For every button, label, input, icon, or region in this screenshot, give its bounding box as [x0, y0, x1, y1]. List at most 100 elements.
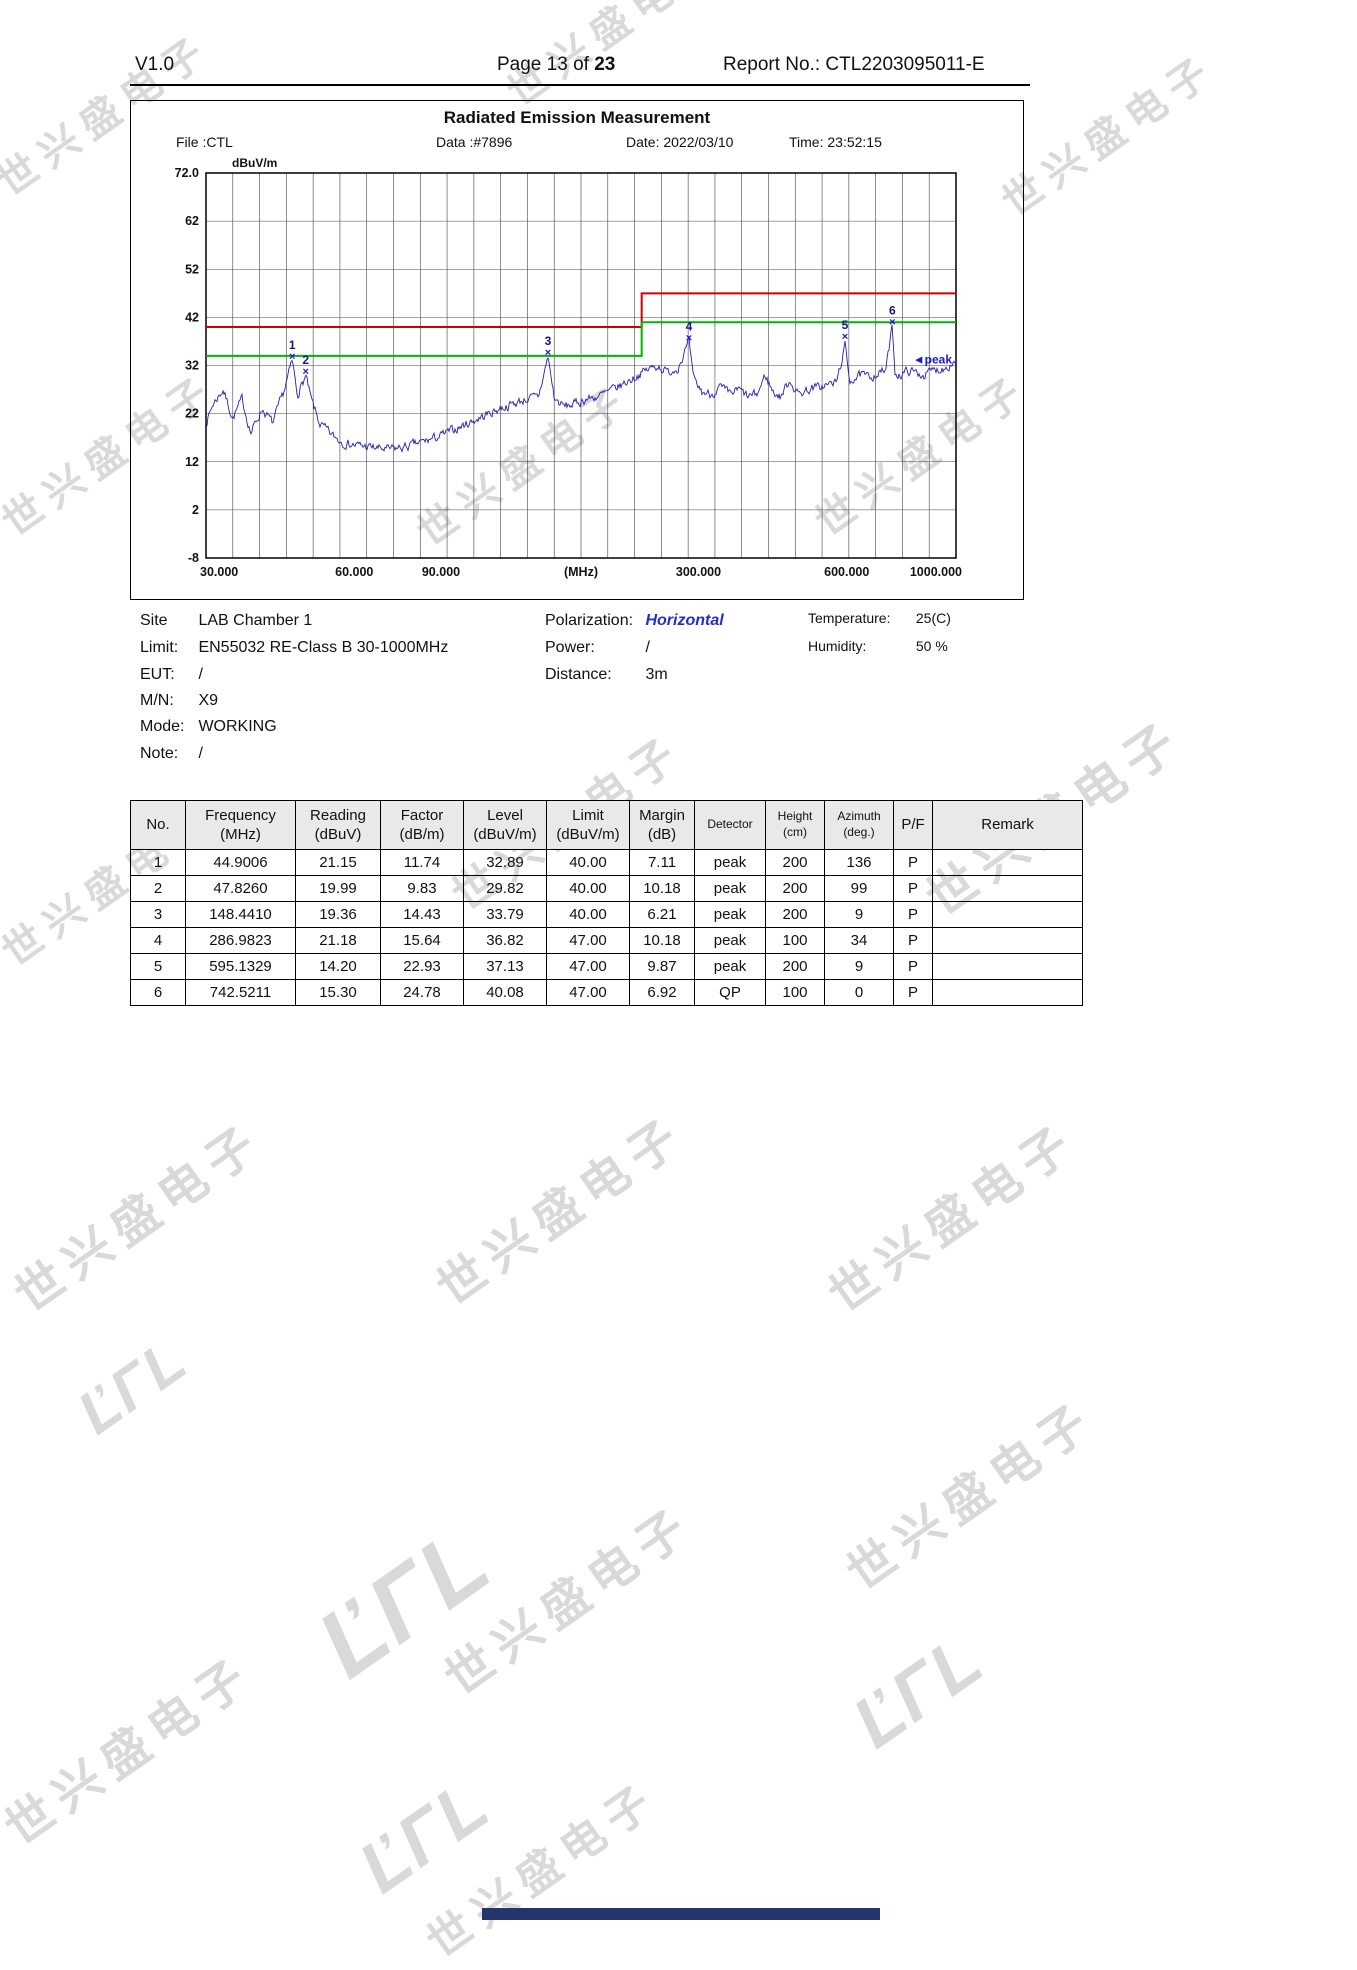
footer-bar [482, 1908, 880, 1920]
table-cell: 200 [765, 849, 825, 876]
svg-text:×: × [289, 351, 295, 363]
svg-text:2: 2 [192, 503, 199, 517]
site-row: Site LAB Chamber 1 [140, 612, 312, 630]
table-row: 1 44.9006 21.15 11.74 32.89 40.00 7.11 peak 200 1… [130, 849, 1083, 876]
limit-label: Limit: [140, 639, 179, 656]
table-cell [932, 875, 1083, 902]
distance-value: 3m [645, 666, 668, 683]
table-cell: QP [694, 979, 766, 1006]
table-cell: P [893, 849, 933, 876]
limit-value: EN55032 RE-Class B 30-1000MHz [198, 639, 449, 656]
mn-row: M/N: X9 [140, 692, 218, 710]
distance-label: Distance: [545, 666, 612, 683]
table-cell: 47.8260 [185, 875, 296, 902]
temperature-row: Temperature: 25(C) [808, 610, 951, 626]
svg-text:600.000: 600.000 [824, 565, 869, 579]
table-cell: 40.08 [463, 979, 547, 1006]
humidity-value: 50 % [915, 638, 948, 654]
table-cell: peak [694, 901, 766, 928]
mode-value: WORKING [198, 718, 277, 735]
table-cell: 9 [824, 953, 894, 980]
svg-text:2: 2 [302, 353, 309, 367]
table-cell: 15.30 [295, 979, 381, 1006]
table-cell: 37.13 [463, 953, 547, 980]
table-cell: 33.79 [463, 901, 547, 928]
svg-text:6: 6 [889, 304, 896, 318]
column-header: P/F [893, 800, 933, 850]
table-cell: 6.21 [629, 901, 695, 928]
table-cell: P [893, 927, 933, 954]
power-row: Power: / [545, 639, 650, 657]
svg-text:5: 5 [842, 318, 849, 332]
table-row: 4 286.9823 21.18 15.64 36.82 47.00 10.18 peak 10… [130, 927, 1083, 954]
column-header: Level (dBuV/m) [463, 800, 547, 850]
table-cell: 0 [824, 979, 894, 1006]
polarization-label: Polarization: [545, 612, 634, 629]
svg-text:22: 22 [185, 407, 199, 421]
table-cell: P [893, 953, 933, 980]
table-cell: 10.18 [629, 875, 695, 902]
page-number-prefix: Page 13 of [497, 54, 595, 75]
eut-value: / [198, 666, 203, 683]
measurement-chart-box: Radiated Emission Measurement File :CTL … [130, 100, 1024, 600]
table-cell [932, 979, 1083, 1006]
chart-file-label: File :CTL [176, 134, 233, 150]
table-cell: P [893, 875, 933, 902]
polarization-row: Polarization: Horizontal [545, 612, 724, 630]
svg-text:×: × [303, 366, 309, 378]
table-row: 6 742.5211 15.30 24.78 40.08 47.00 6.92 QP 100 0 P [130, 979, 1083, 1006]
svg-text:1000.000: 1000.000 [910, 565, 962, 579]
svg-text:dBuV/m: dBuV/m [232, 156, 277, 170]
table-cell: 6 [130, 979, 186, 1006]
humidity-label: Humidity: [808, 638, 867, 654]
table-cell: 200 [765, 953, 825, 980]
table-cell: peak [694, 927, 766, 954]
table-cell: P [893, 901, 933, 928]
svg-text:30.000: 30.000 [200, 565, 238, 579]
table-cell: 40.00 [546, 875, 630, 902]
table-cell: 47.00 [546, 979, 630, 1006]
table-cell: 19.36 [295, 901, 381, 928]
table-cell: 100 [765, 979, 825, 1006]
humidity-row: Humidity: 50 % [808, 638, 948, 654]
mode-label: Mode: [140, 718, 185, 735]
svg-text:(MHz): (MHz) [564, 565, 598, 579]
table-cell: 742.5211 [185, 979, 296, 1006]
svg-text:12: 12 [185, 455, 199, 469]
report-page: V1.0 Page 13 of 23 Report No.: CTL220309… [130, 54, 1083, 1920]
svg-text:90.000: 90.000 [422, 565, 460, 579]
column-header: Limit (dBuV/m) [546, 800, 630, 850]
column-header: Factor (dB/m) [380, 800, 464, 850]
table-cell: 32.89 [463, 849, 547, 876]
svg-text:3: 3 [545, 334, 552, 348]
table-cell: 24.78 [380, 979, 464, 1006]
column-header: Height (cm) [765, 800, 825, 850]
table-cell: 9 [824, 901, 894, 928]
table-cell: 595.1329 [185, 953, 296, 980]
table-cell: 9.83 [380, 875, 464, 902]
svg-text:1: 1 [289, 338, 296, 352]
svg-text:72.0: 72.0 [175, 166, 199, 180]
table-cell: 7.11 [629, 849, 695, 876]
mn-value: X9 [198, 692, 219, 709]
column-header: Detector [694, 800, 766, 850]
site-value: LAB Chamber 1 [198, 612, 313, 629]
table-cell: 47.00 [546, 927, 630, 954]
table-cell: 29.82 [463, 875, 547, 902]
table-cell: 19.99 [295, 875, 381, 902]
svg-text:52: 52 [185, 262, 199, 276]
site-label: Site [140, 612, 168, 629]
power-value: / [645, 639, 650, 656]
table-cell: 6.92 [629, 979, 695, 1006]
svg-text:×: × [889, 317, 895, 329]
svg-text:60.000: 60.000 [335, 565, 373, 579]
table-cell [932, 901, 1083, 928]
eut-label: EUT: [140, 666, 175, 683]
chart-date-label: Date: 2022/03/10 [626, 134, 734, 150]
table-cell: 100 [765, 927, 825, 954]
limit-row: Limit: EN55032 RE-Class B 30-1000MHz [140, 639, 448, 657]
table-row: 2 47.8260 19.99 9.83 29.82 40.00 10.18 peak 200 9… [130, 875, 1083, 902]
table-cell [932, 953, 1083, 980]
polarization-value: Horizontal [645, 612, 724, 629]
